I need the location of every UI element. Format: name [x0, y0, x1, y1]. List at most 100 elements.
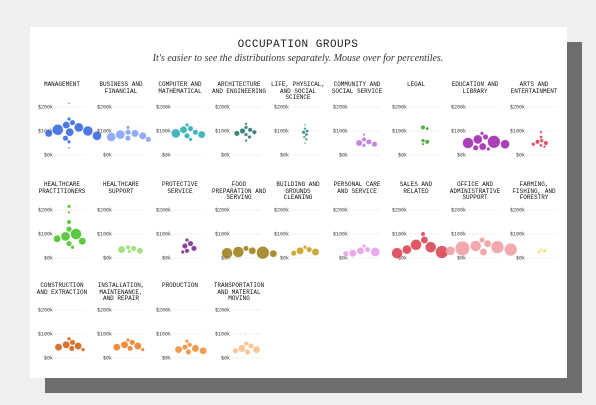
y-tick-label: $100k: [274, 128, 289, 134]
bubble: [106, 132, 116, 142]
chart-title: OCCUPATION GROUPS: [237, 39, 359, 51]
bubble: [539, 130, 543, 134]
y-tick-label: $100k: [392, 231, 407, 237]
y-tick-label: $0k: [398, 152, 407, 158]
card: [30, 27, 567, 378]
panel-label: LIFE, PHYSICAL, AND SOCIAL SCIENCE: [271, 81, 326, 102]
bubble: [113, 343, 121, 351]
bubble: [171, 128, 181, 139]
bubble: [221, 247, 233, 259]
bubble: [425, 241, 437, 253]
bubble: [191, 245, 197, 252]
bubble: [185, 123, 189, 127]
y-tick-label: $200k: [156, 207, 171, 213]
panel-label: MANAGEMENT: [43, 81, 80, 88]
y-tick-label: $200k: [156, 104, 171, 110]
y-tick-label: $100k: [156, 331, 171, 337]
bubble: [425, 126, 429, 131]
y-tick-label: $100k: [38, 128, 53, 134]
bubble: [44, 129, 53, 138]
bubble: [126, 125, 130, 130]
y-tick-label: $0k: [339, 255, 348, 261]
y-tick-label: $100k: [38, 231, 53, 237]
panel-label: ARTS AND ENTERTAINMENT: [510, 81, 558, 95]
panel: $200k$100k$0k: [215, 104, 262, 158]
panel: $200k$100k$0k: [333, 207, 380, 261]
bubble: [66, 219, 72, 225]
bubble: [362, 133, 366, 137]
panel-label: COMPUTER AND MATHEMATICAL: [158, 81, 202, 95]
bubble: [232, 347, 239, 354]
bubble: [68, 345, 75, 352]
bubble: [305, 129, 309, 133]
bubble: [269, 249, 278, 258]
bubble: [247, 127, 253, 133]
y-tick-label: $0k: [44, 255, 53, 261]
bubble: [539, 143, 543, 148]
bubble: [239, 128, 246, 134]
bubble: [52, 124, 64, 136]
bubble: [252, 129, 257, 135]
panel-label: HEALTHCARE PRACTITIONERS: [38, 181, 86, 195]
panel-label: CONSTRUCTION AND EXTRACTION: [36, 282, 88, 296]
panel-label: BUSINESS AND FINANCIAL: [99, 81, 143, 95]
panel-label: SALES AND RELATED: [399, 181, 433, 195]
bubble: [410, 239, 422, 251]
y-tick-label: $0k: [516, 152, 525, 158]
panel: $200k$100k$0k: [97, 207, 144, 261]
bubble: [391, 247, 403, 259]
y-tick-label: $200k: [510, 207, 525, 213]
bubble: [478, 142, 487, 151]
bubble: [483, 239, 492, 248]
bubble: [187, 240, 194, 247]
bubble: [129, 339, 136, 346]
panel-label: INSTALLATION, MAINTENANCE, AND REPAIR: [97, 282, 145, 303]
panel: $200k$100k$0k: [156, 307, 207, 361]
panel: $200k$100k$0k: [97, 104, 152, 158]
panel: $200k$100k$0k: [391, 207, 449, 261]
bubble: [53, 235, 61, 243]
bubble: [192, 129, 199, 136]
y-tick-label: $200k: [97, 207, 112, 213]
bubble: [115, 129, 125, 140]
bubble: [62, 341, 70, 349]
panel-label: PERSONAL CARE AND SERVICE: [333, 181, 381, 195]
y-tick-label: $0k: [162, 152, 171, 158]
bubble: [131, 129, 139, 138]
bubble: [60, 231, 71, 242]
bubble: [402, 244, 412, 255]
y-tick-label: $200k: [451, 104, 466, 110]
bubble: [78, 237, 87, 245]
bubble: [179, 126, 188, 134]
y-tick-label: $200k: [38, 104, 53, 110]
bubble: [531, 142, 536, 147]
bubble: [81, 347, 85, 352]
panel: $200k$100k$0k: [156, 207, 203, 261]
bubble: [138, 132, 147, 140]
y-tick-label: $0k: [339, 152, 348, 158]
panel-label: BUILDING AND GROUNDS CLEANING: [276, 181, 320, 202]
panel-label: FARMING, FISHING, AND FORESTRY: [512, 181, 556, 202]
panel-label: PROTECTIVE SERVICE: [161, 181, 198, 195]
panel-label: ARCHITECTURE AND ENGINEERING: [212, 81, 267, 95]
bubble: [304, 137, 308, 141]
bubble: [473, 134, 483, 145]
bubble: [302, 135, 306, 139]
bubble: [420, 231, 426, 237]
bubble: [472, 144, 479, 151]
panel: $200k$100k$0k: [215, 207, 278, 261]
bubble: [62, 121, 70, 129]
y-tick-label: $100k: [333, 128, 348, 134]
y-tick-label: $200k: [215, 104, 230, 110]
bubble: [70, 245, 75, 250]
bubble: [184, 248, 190, 254]
bubble: [256, 246, 270, 260]
panel: $200k$100k$0k: [156, 104, 206, 158]
panel: $200k$100k$0k: [38, 102, 102, 158]
bubble: [185, 339, 189, 344]
bubble: [301, 130, 306, 135]
panel: $200k$100k$0k: [451, 104, 510, 158]
bubble: [117, 245, 126, 254]
bubble: [303, 127, 307, 131]
